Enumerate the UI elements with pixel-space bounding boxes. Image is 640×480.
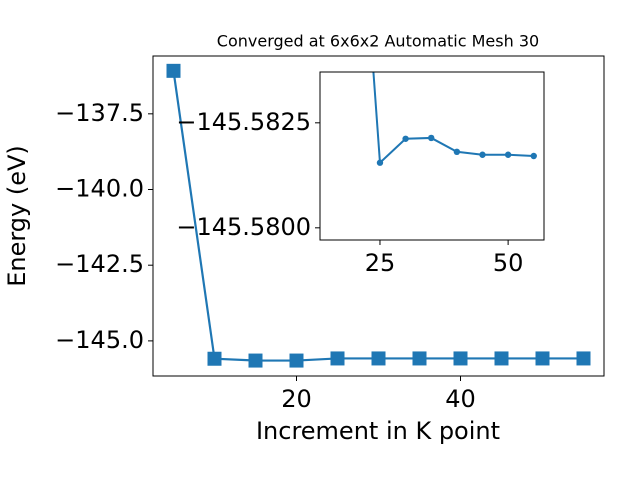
marker <box>530 152 537 160</box>
chart-title: Converged at 6x6x2 Automatic Mesh 30 <box>217 32 539 51</box>
marker <box>576 351 591 366</box>
y-tick-label: −145.5800 <box>176 213 311 241</box>
marker <box>453 148 461 155</box>
marker <box>428 134 435 142</box>
x-tick-label: 50 <box>493 249 524 277</box>
x-tick-label: 40 <box>445 385 476 413</box>
axes-frame <box>319 71 545 241</box>
marker <box>330 351 345 366</box>
marker <box>412 351 427 366</box>
marker <box>453 351 468 366</box>
marker <box>248 353 263 368</box>
x-axis-label: Increment in K point <box>256 417 500 445</box>
axes-frame <box>152 55 605 377</box>
marker <box>376 159 384 166</box>
marker <box>166 63 181 78</box>
marker <box>289 353 304 368</box>
plot-area <box>372 72 537 166</box>
plot-area <box>166 63 591 368</box>
x-tick-label: 20 <box>281 385 312 413</box>
marker <box>504 151 512 158</box>
y-axis-label: Energy (eV) <box>3 145 31 287</box>
marker <box>402 135 409 142</box>
y-tick-label: −142.5 <box>55 250 144 278</box>
marker <box>479 151 486 158</box>
y-tick-label: −137.5 <box>55 99 144 127</box>
y-tick-label: −140.0 <box>55 175 144 203</box>
marker <box>371 351 386 366</box>
x-tick-label: 25 <box>365 249 396 277</box>
series-line <box>372 72 534 165</box>
marker <box>494 351 509 366</box>
marker <box>207 351 222 366</box>
marker <box>535 351 550 366</box>
y-tick-label: −145.0 <box>55 326 144 354</box>
y-tick-label: −145.5825 <box>176 108 311 136</box>
